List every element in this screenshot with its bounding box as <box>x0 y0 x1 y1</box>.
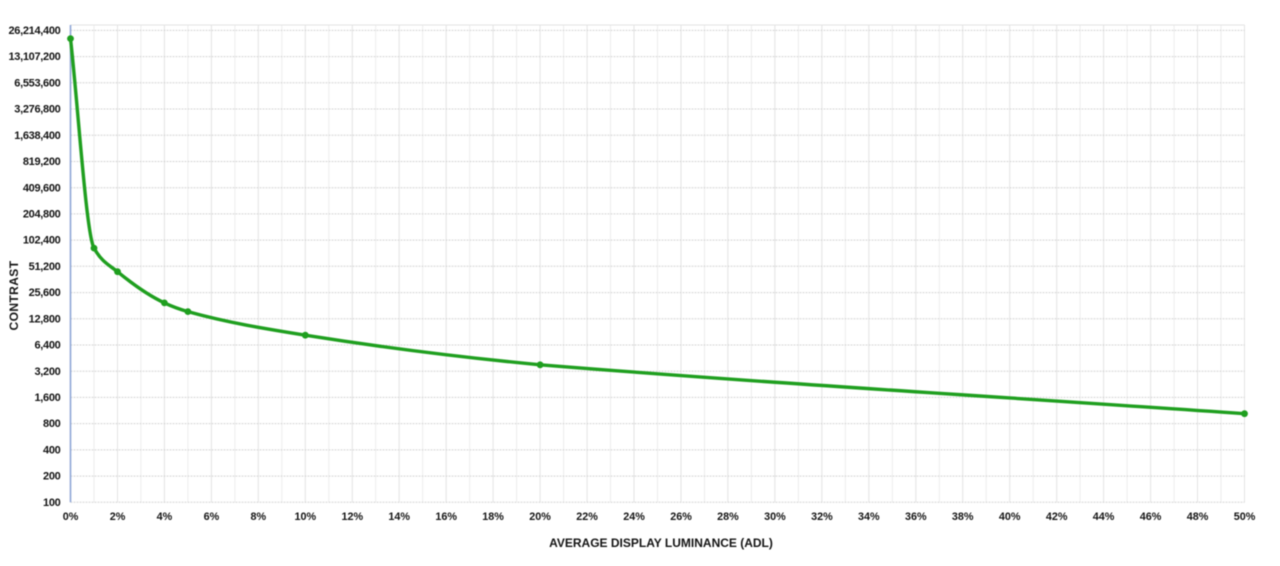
svg-text:102,400: 102,400 <box>23 235 61 247</box>
svg-text:46%: 46% <box>1140 511 1162 523</box>
svg-text:42%: 42% <box>1046 511 1068 523</box>
svg-text:16%: 16% <box>435 511 457 523</box>
svg-text:32%: 32% <box>811 511 833 523</box>
svg-text:200: 200 <box>43 471 61 483</box>
svg-text:409,600: 409,600 <box>23 182 61 194</box>
svg-text:400: 400 <box>43 445 61 457</box>
svg-text:50%: 50% <box>1234 511 1256 523</box>
svg-text:3,200: 3,200 <box>34 366 60 378</box>
svg-text:4%: 4% <box>157 511 173 523</box>
svg-text:12,800: 12,800 <box>29 313 61 325</box>
svg-text:1,638,400: 1,638,400 <box>14 130 60 142</box>
svg-text:3,276,800: 3,276,800 <box>14 104 60 116</box>
svg-text:AVERAGE DISPLAY LUMINANCE (ADL: AVERAGE DISPLAY LUMINANCE (ADL) <box>549 536 773 550</box>
svg-text:51,200: 51,200 <box>29 261 61 273</box>
svg-text:26%: 26% <box>670 511 692 523</box>
svg-text:20%: 20% <box>529 511 551 523</box>
svg-text:6%: 6% <box>204 511 220 523</box>
svg-text:44%: 44% <box>1093 511 1115 523</box>
svg-text:38%: 38% <box>952 511 974 523</box>
svg-text:819,200: 819,200 <box>23 156 61 168</box>
svg-text:204,800: 204,800 <box>23 209 61 221</box>
svg-text:6,553,600: 6,553,600 <box>14 77 60 89</box>
svg-text:6,400: 6,400 <box>34 340 60 352</box>
svg-text:8%: 8% <box>250 511 266 523</box>
svg-text:26,214,400: 26,214,400 <box>8 25 60 37</box>
svg-text:40%: 40% <box>999 511 1021 523</box>
svg-text:1,600: 1,600 <box>34 392 60 404</box>
svg-text:CONTRAST: CONTRAST <box>7 260 21 330</box>
svg-text:12%: 12% <box>341 511 363 523</box>
svg-text:100: 100 <box>43 497 61 509</box>
svg-text:22%: 22% <box>576 511 598 523</box>
svg-text:36%: 36% <box>905 511 927 523</box>
svg-text:14%: 14% <box>388 511 410 523</box>
svg-text:30%: 30% <box>764 511 786 523</box>
svg-text:25,600: 25,600 <box>29 287 61 299</box>
svg-text:800: 800 <box>43 418 61 430</box>
svg-text:24%: 24% <box>623 511 645 523</box>
svg-text:10%: 10% <box>294 511 316 523</box>
svg-text:28%: 28% <box>717 511 739 523</box>
svg-text:48%: 48% <box>1187 511 1209 523</box>
svg-text:18%: 18% <box>482 511 504 523</box>
svg-text:2%: 2% <box>110 511 126 523</box>
svg-text:0%: 0% <box>63 511 79 523</box>
svg-text:34%: 34% <box>858 511 880 523</box>
svg-text:13,107,200: 13,107,200 <box>8 51 60 63</box>
